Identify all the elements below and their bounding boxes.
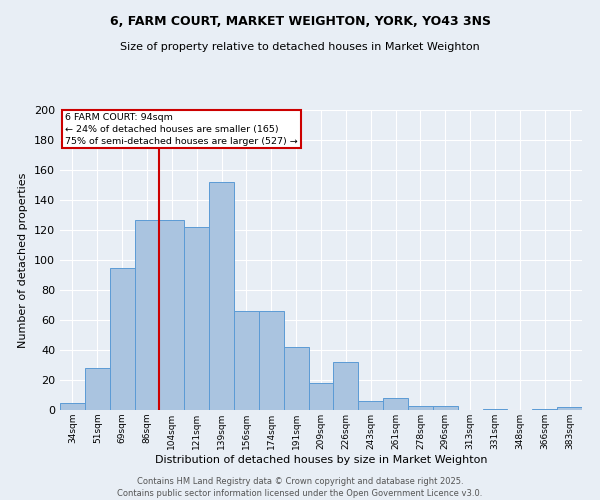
Bar [160, 220, 184, 410]
Bar [308, 383, 334, 410]
Bar [259, 311, 284, 410]
Bar [557, 407, 582, 410]
Bar [284, 347, 308, 410]
Bar [408, 406, 433, 410]
Bar [482, 408, 508, 410]
Y-axis label: Number of detached properties: Number of detached properties [19, 172, 28, 348]
Bar [110, 268, 134, 410]
Bar [209, 182, 234, 410]
Bar [532, 408, 557, 410]
Text: Contains HM Land Registry data © Crown copyright and database right 2025.
Contai: Contains HM Land Registry data © Crown c… [118, 476, 482, 498]
Bar [334, 362, 358, 410]
Bar [433, 406, 458, 410]
Bar [234, 311, 259, 410]
Text: Size of property relative to detached houses in Market Weighton: Size of property relative to detached ho… [120, 42, 480, 52]
Bar [85, 368, 110, 410]
X-axis label: Distribution of detached houses by size in Market Weighton: Distribution of detached houses by size … [155, 454, 487, 464]
Bar [134, 220, 160, 410]
Bar [358, 401, 383, 410]
Text: 6, FARM COURT, MARKET WEIGHTON, YORK, YO43 3NS: 6, FARM COURT, MARKET WEIGHTON, YORK, YO… [110, 15, 491, 28]
Bar [60, 402, 85, 410]
Bar [383, 398, 408, 410]
Bar [184, 227, 209, 410]
Text: 6 FARM COURT: 94sqm
← 24% of detached houses are smaller (165)
75% of semi-detac: 6 FARM COURT: 94sqm ← 24% of detached ho… [65, 113, 298, 146]
